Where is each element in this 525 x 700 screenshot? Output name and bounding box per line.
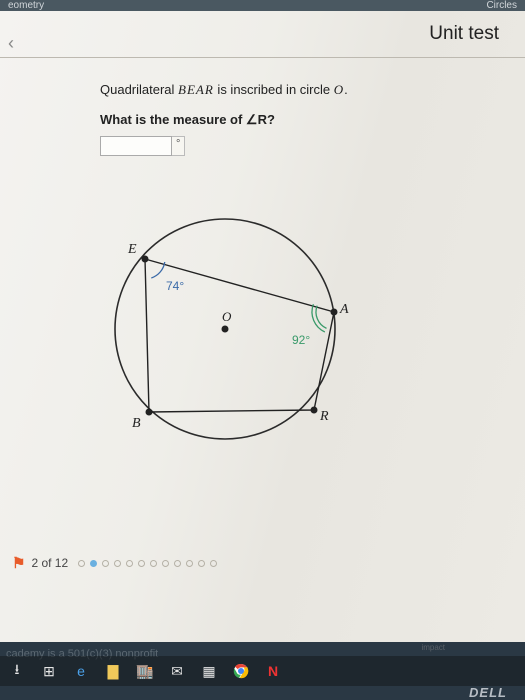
- pager-dot[interactable]: [186, 560, 193, 567]
- question-area: Quadrilateral BEAR is inscribed in circl…: [0, 58, 525, 156]
- flag-icon[interactable]: ⚑: [12, 554, 25, 572]
- answer-input[interactable]: [100, 136, 172, 156]
- calendar-icon[interactable]: ▦: [200, 662, 218, 680]
- browser-tab-bar: eometry Circles: [0, 0, 525, 11]
- back-button[interactable]: ‹: [8, 33, 14, 54]
- q1-mid: is inscribed in circle: [214, 82, 334, 97]
- q1-post: .: [344, 82, 348, 97]
- figure-svg: O 74° 92°: [80, 184, 370, 474]
- windows-taskbar[interactable]: ⭳ ⊞ e ▇ 🏬 ✉ ▦ N: [0, 656, 525, 686]
- tab-right[interactable]: Circles: [486, 0, 517, 11]
- progress-pager: ⚑ 2 of 12: [12, 554, 217, 572]
- content-window: ‹ Unit test Quadrilateral BEAR is inscri…: [0, 11, 525, 642]
- pager-dot[interactable]: [198, 560, 205, 567]
- dell-logo: DELL: [469, 685, 507, 700]
- question-line1: Quadrilateral BEAR is inscribed in circl…: [100, 82, 525, 98]
- pager-dot[interactable]: [138, 560, 145, 567]
- pager-dot[interactable]: [210, 560, 217, 567]
- file-explorer-icon[interactable]: ▇: [104, 662, 122, 680]
- q2-angle: ∠R: [246, 112, 267, 127]
- netflix-icon[interactable]: N: [264, 662, 282, 680]
- question-line2: What is the measure of ∠R?: [100, 112, 525, 128]
- svg-text:92°: 92°: [292, 333, 310, 347]
- q1-pre: Quadrilateral: [100, 82, 178, 97]
- q1-quad: BEAR: [178, 82, 214, 97]
- pager-dot[interactable]: [174, 560, 181, 567]
- svg-text:74°: 74°: [166, 279, 184, 293]
- svg-text:O: O: [222, 309, 232, 324]
- pager-dot[interactable]: [90, 560, 97, 567]
- edge-icon[interactable]: e: [72, 662, 90, 680]
- pager-dot[interactable]: [126, 560, 133, 567]
- pager-dot[interactable]: [102, 560, 109, 567]
- vertex-label-A: A: [340, 302, 349, 318]
- chrome-icon[interactable]: [232, 662, 250, 680]
- vertex-label-E: E: [128, 242, 137, 258]
- impact-label: impact: [421, 643, 445, 652]
- pager-dot[interactable]: [162, 560, 169, 567]
- q2-pre: What is the measure of: [100, 112, 246, 127]
- store-icon[interactable]: 🏬: [136, 662, 154, 680]
- vertex-label-B: B: [132, 416, 141, 432]
- pager-dot[interactable]: [114, 560, 121, 567]
- pager-dots: [78, 560, 217, 567]
- q1-circ: O: [334, 82, 344, 97]
- geometry-figure: O 74° 92° E A R B: [80, 184, 370, 474]
- mail-icon[interactable]: ✉: [168, 662, 186, 680]
- pager-dot[interactable]: [78, 560, 85, 567]
- page-title: Unit test: [429, 23, 499, 45]
- tab-left[interactable]: eometry: [8, 0, 44, 11]
- pager-text: 2 of 12: [31, 556, 68, 570]
- vertex-label-R: R: [320, 409, 329, 425]
- download-icon[interactable]: ⭳: [8, 662, 26, 680]
- degree-unit: °: [172, 136, 185, 156]
- page-header: Unit test: [0, 11, 525, 57]
- task-view-icon[interactable]: ⊞: [40, 662, 58, 680]
- q2-post: ?: [267, 112, 275, 127]
- pager-dot[interactable]: [150, 560, 157, 567]
- answer-row: °: [100, 136, 525, 156]
